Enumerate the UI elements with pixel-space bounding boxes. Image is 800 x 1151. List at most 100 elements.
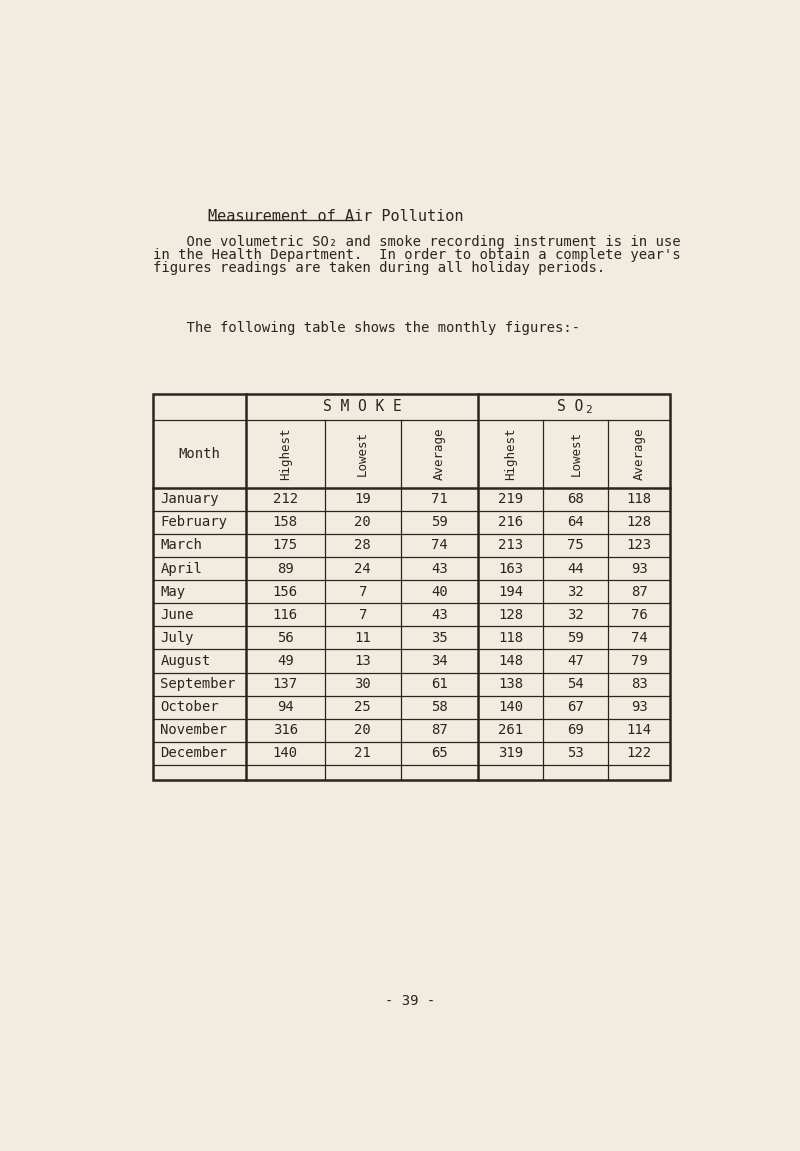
Text: 76: 76 bbox=[630, 608, 647, 622]
Text: 25: 25 bbox=[354, 700, 371, 714]
Text: - 39 -: - 39 - bbox=[385, 993, 435, 1007]
Text: 138: 138 bbox=[498, 677, 523, 691]
Text: 64: 64 bbox=[567, 516, 584, 529]
Text: April: April bbox=[161, 562, 202, 576]
Text: Month: Month bbox=[178, 447, 220, 460]
Text: 35: 35 bbox=[431, 631, 448, 645]
Text: 13: 13 bbox=[354, 654, 371, 668]
Text: 156: 156 bbox=[273, 585, 298, 599]
Text: 28: 28 bbox=[354, 539, 371, 552]
Text: 71: 71 bbox=[431, 493, 448, 506]
Text: 87: 87 bbox=[431, 723, 448, 738]
Text: 219: 219 bbox=[498, 493, 523, 506]
Text: 140: 140 bbox=[273, 746, 298, 761]
Text: June: June bbox=[161, 608, 194, 622]
Text: 116: 116 bbox=[273, 608, 298, 622]
Text: 118: 118 bbox=[498, 631, 523, 645]
Text: 75: 75 bbox=[567, 539, 584, 552]
Text: 32: 32 bbox=[567, 585, 584, 599]
Text: 137: 137 bbox=[273, 677, 298, 691]
Text: Average: Average bbox=[433, 427, 446, 480]
Text: 79: 79 bbox=[630, 654, 647, 668]
Text: 59: 59 bbox=[431, 516, 448, 529]
Text: Average: Average bbox=[633, 427, 646, 480]
Text: 47: 47 bbox=[567, 654, 584, 668]
Text: Lowest: Lowest bbox=[356, 432, 370, 477]
Text: in the Health Department.  In order to obtain a complete year's: in the Health Department. In order to ob… bbox=[153, 249, 680, 262]
Text: 212: 212 bbox=[273, 493, 298, 506]
Text: January: January bbox=[161, 493, 219, 506]
Text: November: November bbox=[161, 723, 227, 738]
Text: 21: 21 bbox=[354, 746, 371, 761]
Text: 316: 316 bbox=[273, 723, 298, 738]
Text: 53: 53 bbox=[567, 746, 584, 761]
Text: 56: 56 bbox=[277, 631, 294, 645]
Text: 68: 68 bbox=[567, 493, 584, 506]
Text: 20: 20 bbox=[354, 516, 371, 529]
Text: Highest: Highest bbox=[278, 427, 292, 480]
Text: December: December bbox=[161, 746, 227, 761]
Text: 123: 123 bbox=[626, 539, 651, 552]
Text: 128: 128 bbox=[626, 516, 651, 529]
Text: 163: 163 bbox=[498, 562, 523, 576]
Text: 140: 140 bbox=[498, 700, 523, 714]
Text: 94: 94 bbox=[277, 700, 294, 714]
Text: 34: 34 bbox=[431, 654, 448, 668]
Text: September: September bbox=[161, 677, 236, 691]
Text: 216: 216 bbox=[498, 516, 523, 529]
Text: 87: 87 bbox=[630, 585, 647, 599]
Text: July: July bbox=[161, 631, 194, 645]
Text: 69: 69 bbox=[567, 723, 584, 738]
Text: 65: 65 bbox=[431, 746, 448, 761]
Text: 61: 61 bbox=[431, 677, 448, 691]
Text: August: August bbox=[161, 654, 210, 668]
Text: 7: 7 bbox=[358, 585, 367, 599]
Text: 118: 118 bbox=[626, 493, 651, 506]
Text: 58: 58 bbox=[431, 700, 448, 714]
Text: 43: 43 bbox=[431, 562, 448, 576]
Text: Measurement of Air Pollution: Measurement of Air Pollution bbox=[209, 209, 464, 224]
Text: 158: 158 bbox=[273, 516, 298, 529]
Text: Lowest: Lowest bbox=[570, 432, 582, 477]
Text: 74: 74 bbox=[431, 539, 448, 552]
Text: The following table shows the monthly figures:-: The following table shows the monthly fi… bbox=[153, 321, 580, 335]
Text: May: May bbox=[161, 585, 186, 599]
Text: 74: 74 bbox=[630, 631, 647, 645]
Text: figures readings are taken during all holiday periods.: figures readings are taken during all ho… bbox=[153, 261, 605, 275]
Text: 175: 175 bbox=[273, 539, 298, 552]
Text: Highest: Highest bbox=[504, 427, 518, 480]
Text: 2: 2 bbox=[585, 405, 591, 414]
Text: 40: 40 bbox=[431, 585, 448, 599]
Text: 30: 30 bbox=[354, 677, 371, 691]
Text: 89: 89 bbox=[277, 562, 294, 576]
Text: S M O K E: S M O K E bbox=[322, 399, 402, 414]
Text: 49: 49 bbox=[277, 654, 294, 668]
Text: 148: 148 bbox=[498, 654, 523, 668]
Text: 67: 67 bbox=[567, 700, 584, 714]
Text: 59: 59 bbox=[567, 631, 584, 645]
Text: S O: S O bbox=[557, 399, 592, 414]
Text: 213: 213 bbox=[498, 539, 523, 552]
Text: One volumetric SO₂ and smoke recording instrument is in use: One volumetric SO₂ and smoke recording i… bbox=[153, 235, 680, 249]
Text: 128: 128 bbox=[498, 608, 523, 622]
Text: 7: 7 bbox=[358, 608, 367, 622]
Text: 44: 44 bbox=[567, 562, 584, 576]
Text: 11: 11 bbox=[354, 631, 371, 645]
Text: 54: 54 bbox=[567, 677, 584, 691]
Text: 24: 24 bbox=[354, 562, 371, 576]
Text: 83: 83 bbox=[630, 677, 647, 691]
Text: 19: 19 bbox=[354, 493, 371, 506]
Text: 43: 43 bbox=[431, 608, 448, 622]
Text: 194: 194 bbox=[498, 585, 523, 599]
Text: 122: 122 bbox=[626, 746, 651, 761]
Text: 93: 93 bbox=[630, 700, 647, 714]
Text: 93: 93 bbox=[630, 562, 647, 576]
Text: 261: 261 bbox=[498, 723, 523, 738]
Text: 319: 319 bbox=[498, 746, 523, 761]
Bar bbox=[153, 394, 670, 780]
Text: 32: 32 bbox=[567, 608, 584, 622]
Text: 114: 114 bbox=[626, 723, 651, 738]
Text: March: March bbox=[161, 539, 202, 552]
Text: February: February bbox=[161, 516, 227, 529]
Text: 20: 20 bbox=[354, 723, 371, 738]
